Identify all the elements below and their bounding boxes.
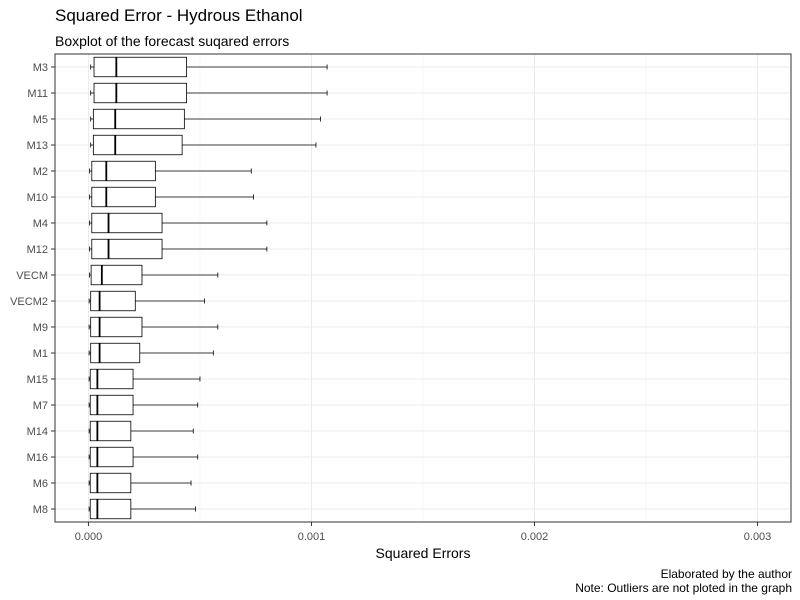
y-tick-label: M10 (27, 192, 48, 204)
boxplot-m3 (90, 56, 328, 78)
box-iqr (91, 186, 156, 208)
box-iqr (91, 160, 156, 182)
box-iqr (90, 290, 136, 312)
boxplot-vecm (89, 264, 219, 286)
y-tick-label: M4 (33, 218, 48, 230)
box-iqr (90, 264, 143, 286)
y-tick-label: M12 (27, 244, 48, 256)
boxplot-m14 (88, 420, 194, 442)
y-tick-label: M11 (27, 88, 48, 100)
y-tick-label: M13 (27, 140, 48, 152)
x-tick-label: 0.002 (521, 531, 549, 543)
boxplot-m15 (88, 368, 201, 390)
boxplot-m16 (88, 446, 199, 468)
box-iqr (89, 472, 132, 494)
boxplot-m1 (88, 342, 214, 364)
caption-line-note: Note: Outliers are not ploted in the gra… (575, 581, 792, 595)
boxes (88, 56, 328, 520)
boxplot-m7 (88, 394, 199, 416)
x-tick-label: 0.001 (298, 531, 326, 543)
y-tick-label: M7 (33, 400, 48, 412)
boxplot-m12 (89, 238, 268, 260)
box-iqr (90, 342, 141, 364)
box-iqr (89, 420, 132, 442)
box-iqr (89, 446, 134, 468)
caption: Elaborated by the author Note: Outliers … (575, 567, 792, 595)
caption-line-author: Elaborated by the author (660, 567, 792, 581)
chart-subtitle: Boxplot of the forecast suqared errors (55, 33, 290, 49)
box-iqr (92, 108, 185, 130)
boxplot-vecm2 (88, 290, 205, 312)
chart-title: Squared Error - Hydrous Ethanol (55, 6, 303, 25)
x-tick-label: 0.000 (75, 531, 103, 543)
y-tick-label: M2 (33, 166, 48, 178)
y-tick-label: M9 (33, 322, 48, 334)
boxplot-m9 (88, 316, 219, 338)
y-tick-label: M3 (33, 62, 48, 74)
y-axis: M3 M11 M5 M13 M2 M10 M4 M12 VECM VECM2 M9 M1 M15 M7 M1… (10, 62, 55, 516)
box-iqr (92, 134, 183, 156)
box-iqr (89, 394, 134, 416)
boxplot-m6 (88, 472, 192, 494)
x-axis: 0.000 0.001 0.002 0.003 (75, 522, 772, 543)
x-axis-title: Squared Errors (376, 545, 471, 561)
box-iqr (91, 212, 163, 234)
box-iqr (91, 238, 163, 260)
boxplot-m5 (90, 108, 321, 130)
y-tick-label: M16 (27, 452, 48, 464)
y-tick-label: M5 (33, 114, 48, 126)
boxplot-m11 (90, 82, 328, 104)
y-tick-label: VECM (16, 270, 48, 282)
y-tick-label: M15 (27, 374, 48, 386)
box-iqr (89, 498, 132, 520)
boxplot-m2 (89, 160, 252, 182)
box-iqr (93, 56, 187, 78)
plot-panel-border (54, 53, 792, 523)
boxplot-m13 (90, 134, 317, 156)
box-iqr (90, 316, 143, 338)
box-iqr (93, 82, 187, 104)
y-tick-label: M1 (33, 348, 48, 360)
boxplot-m8 (88, 498, 196, 520)
y-tick-label: M8 (33, 504, 48, 516)
x-tick-label: 0.003 (744, 531, 772, 543)
box-iqr (89, 368, 134, 390)
y-tick-label: M14 (27, 426, 48, 438)
boxplot-m10 (89, 186, 254, 208)
y-tick-label: VECM2 (10, 296, 48, 308)
boxplot-m4 (89, 212, 268, 234)
y-tick-label: M6 (33, 478, 48, 490)
